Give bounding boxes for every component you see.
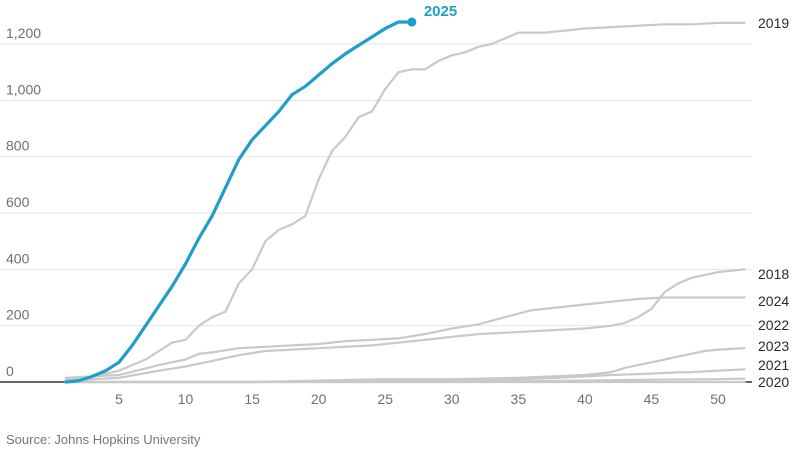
x-tick-label: 45 [644,391,660,407]
x-tick-label: 30 [444,391,460,407]
series-line-2018 [64,347,746,384]
x-tick-label: 35 [511,391,527,407]
series-endpoint-2025 [407,17,417,27]
series-label-2023: 2023 [758,338,789,354]
series-label-2024: 2024 [758,293,789,309]
series-label-2019: 2019 [758,15,789,31]
y-tick-label: 800 [6,138,30,154]
y-tick-label: 200 [6,307,30,323]
series-label-2021: 2021 [758,357,789,373]
y-tick-label: 0 [6,363,14,379]
x-tick-label: 40 [577,391,593,407]
x-tick-label: 10 [178,391,194,407]
x-tick-label: 50 [710,391,726,407]
y-tick-label: 1,200 [6,25,41,41]
series-line-2019 [64,21,746,381]
x-tick-label: 25 [377,391,393,407]
x-tick-label: 5 [115,391,123,407]
series-line-2025 [64,20,414,384]
series-line-2023 [64,268,746,382]
series-label-2022: 2022 [758,317,789,333]
series-line-2022 [64,296,746,379]
y-tick-label: 1,000 [6,81,41,97]
source-note: Source: Johns Hopkins University [6,432,201,447]
series-label-2025: 2025 [424,3,457,20]
y-tick-label: 400 [6,250,30,266]
x-tick-label: 15 [244,391,260,407]
y-tick-label: 600 [6,194,30,210]
series-label-2020: 2020 [758,374,789,390]
x-tick-label: 20 [311,391,327,407]
series-label-2018: 2018 [758,266,789,282]
